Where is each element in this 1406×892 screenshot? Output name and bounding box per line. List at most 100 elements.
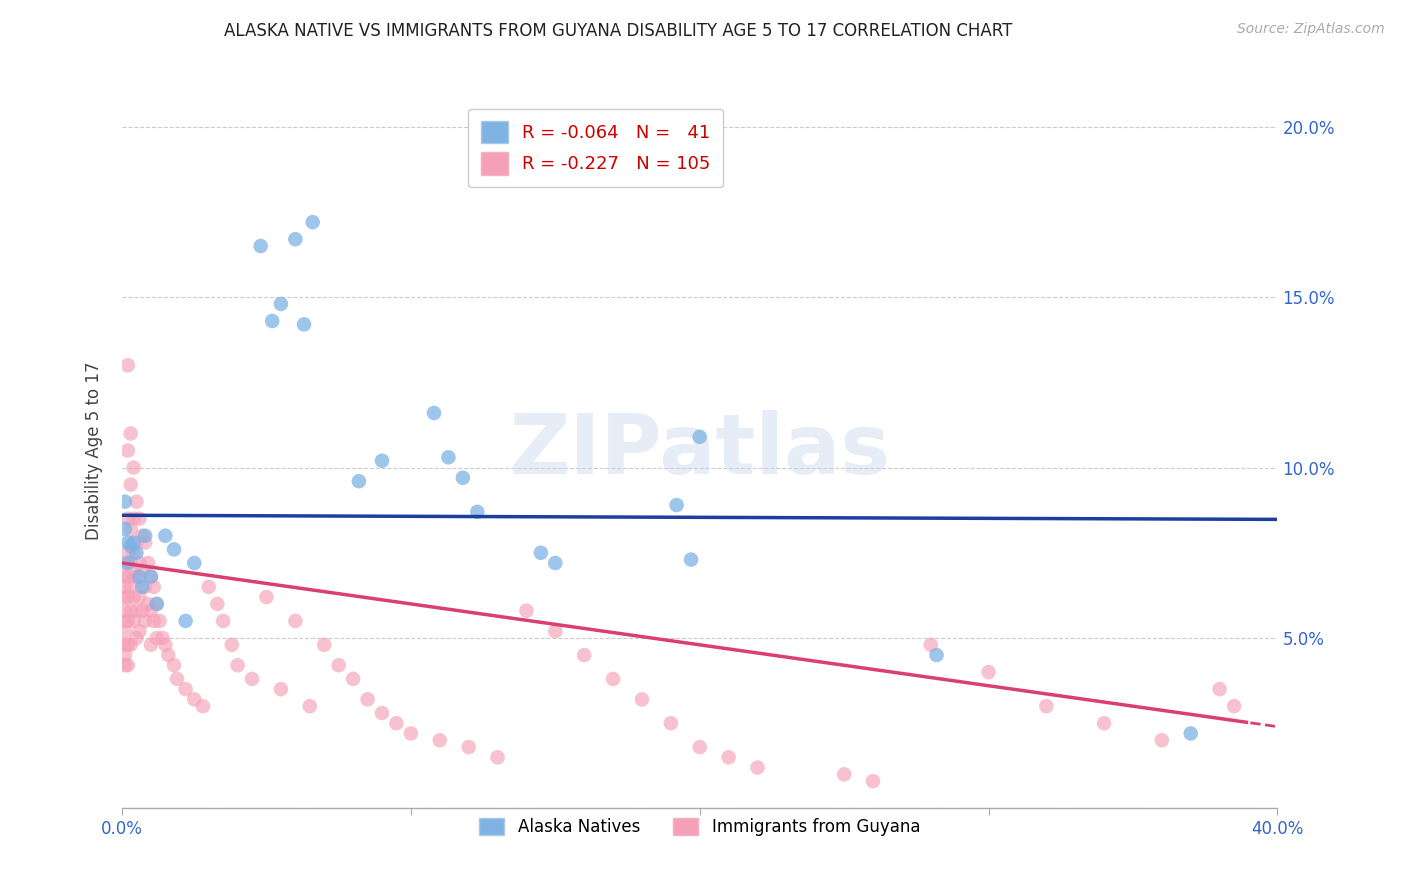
Point	[139, 569, 162, 583]
Point	[128, 624, 150, 639]
Point	[977, 665, 1000, 679]
Point	[134, 535, 156, 549]
Point	[114, 590, 136, 604]
Point	[117, 614, 139, 628]
Point	[385, 716, 408, 731]
Point	[602, 672, 624, 686]
Point	[197, 580, 219, 594]
Point	[125, 494, 148, 508]
Point	[183, 692, 205, 706]
Point	[249, 239, 271, 253]
Point	[117, 546, 139, 560]
Point	[117, 590, 139, 604]
Point	[262, 314, 284, 328]
Point	[114, 658, 136, 673]
Point	[120, 604, 142, 618]
Point	[515, 604, 537, 618]
Point	[145, 597, 167, 611]
Point	[1035, 699, 1057, 714]
Point	[120, 522, 142, 536]
Point	[530, 546, 553, 560]
Point	[114, 638, 136, 652]
Point	[191, 699, 214, 714]
Point	[128, 590, 150, 604]
Point	[212, 614, 235, 628]
Point	[371, 454, 394, 468]
Point	[114, 624, 136, 639]
Point	[131, 563, 153, 577]
Point	[270, 682, 292, 697]
Point	[314, 638, 336, 652]
Point	[114, 648, 136, 662]
Point	[423, 406, 446, 420]
Point	[120, 638, 142, 652]
Point	[270, 297, 292, 311]
Point	[117, 569, 139, 583]
Point	[342, 672, 364, 686]
Point	[120, 580, 142, 594]
Point	[142, 580, 165, 594]
Point	[120, 539, 142, 553]
Point	[114, 604, 136, 618]
Point	[166, 672, 188, 686]
Point	[149, 614, 172, 628]
Point	[155, 529, 177, 543]
Point	[1208, 682, 1230, 697]
Point	[207, 597, 229, 611]
Point	[717, 750, 740, 764]
Point	[152, 631, 174, 645]
Point	[1092, 716, 1115, 731]
Point	[122, 569, 145, 583]
Point	[122, 614, 145, 628]
Legend: Alaska Natives, Immigrants from Guyana: Alaska Natives, Immigrants from Guyana	[472, 812, 927, 843]
Point	[437, 450, 460, 465]
Point	[117, 359, 139, 373]
Point	[183, 556, 205, 570]
Point	[689, 740, 711, 755]
Point	[163, 542, 186, 557]
Point	[117, 443, 139, 458]
Point	[125, 546, 148, 560]
Point	[256, 590, 278, 604]
Point	[136, 597, 159, 611]
Point	[114, 556, 136, 570]
Point	[347, 474, 370, 488]
Point	[114, 614, 136, 628]
Point	[125, 569, 148, 583]
Point	[120, 556, 142, 570]
Point	[139, 638, 162, 652]
Point	[457, 740, 479, 755]
Point	[122, 511, 145, 525]
Point	[114, 580, 136, 594]
Point	[114, 569, 136, 583]
Point	[631, 692, 654, 706]
Point	[544, 624, 567, 639]
Point	[117, 535, 139, 549]
Text: ALASKA NATIVE VS IMMIGRANTS FROM GUYANA DISABILITY AGE 5 TO 17 CORRELATION CHART: ALASKA NATIVE VS IMMIGRANTS FROM GUYANA …	[225, 22, 1012, 40]
Point	[689, 430, 711, 444]
Point	[125, 535, 148, 549]
Point	[163, 658, 186, 673]
Point	[139, 569, 162, 583]
Point	[356, 692, 378, 706]
Point	[747, 760, 769, 774]
Point	[240, 672, 263, 686]
Point	[139, 604, 162, 618]
Point	[114, 522, 136, 536]
Point	[125, 631, 148, 645]
Point	[925, 648, 948, 662]
Point	[114, 494, 136, 508]
Point	[371, 706, 394, 720]
Point	[120, 426, 142, 441]
Point	[125, 604, 148, 618]
Point	[134, 614, 156, 628]
Point	[221, 638, 243, 652]
Point	[134, 529, 156, 543]
Point	[128, 556, 150, 570]
Point	[128, 569, 150, 583]
Text: ZIPatlas: ZIPatlas	[509, 410, 890, 491]
Point	[465, 505, 488, 519]
Point	[572, 648, 595, 662]
Point	[832, 767, 855, 781]
Point	[1223, 699, 1246, 714]
